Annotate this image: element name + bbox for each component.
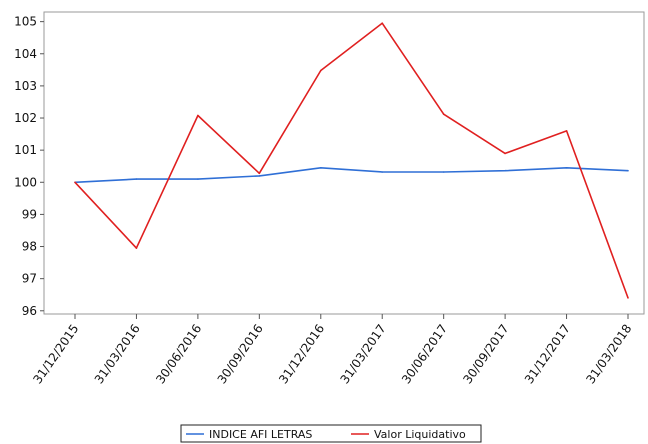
data-point (627, 169, 629, 172)
x-tick-label: 30/09/2016 (215, 322, 266, 387)
data-point (74, 181, 76, 184)
data-point (442, 171, 445, 173)
y-axis: 96 97 98 99 100 101 102 103 104 105 (14, 15, 44, 318)
data-point (197, 178, 199, 180)
x-tick-label: 30/09/2017 (460, 322, 511, 387)
plot-area (43, 11, 645, 315)
data-point (320, 167, 322, 169)
x-tick-label: 31/12/2016 (276, 322, 327, 387)
legend-box (180, 424, 482, 443)
data-point (565, 167, 568, 169)
legend: INDICE AFI LETRAS Valor Liquidativo (180, 424, 482, 443)
y-tick-label: 104 (14, 47, 37, 61)
y-tick-label: 97 (22, 272, 37, 286)
y-tick-label: 99 (22, 207, 37, 221)
data-point (381, 22, 384, 25)
series-line-0 (74, 167, 629, 184)
data-point (381, 171, 384, 173)
series-line-1 (74, 22, 629, 299)
data-point (135, 247, 138, 249)
data-point (258, 175, 261, 177)
y-tick-label: 101 (14, 143, 37, 157)
y-tick-label: 105 (14, 15, 37, 29)
x-tick-label: 31/03/2016 (92, 322, 143, 387)
x-tick-label: 31/12/2015 (30, 322, 81, 387)
x-tick-label: 31/12/2017 (522, 322, 573, 387)
legend-label-valor-liquidativo: Valor Liquidativo (374, 428, 466, 441)
data-point (504, 152, 506, 155)
x-axis: 31/12/2015 31/03/2016 30/06/2016 30/09/2016… (30, 314, 634, 386)
y-tick-label: 100 (14, 175, 37, 189)
data-point (197, 114, 199, 117)
data-point (258, 172, 261, 175)
series-lines (74, 22, 629, 299)
y-tick-label: 103 (14, 79, 37, 93)
x-tick-label: 31/03/2017 (338, 322, 389, 387)
data-point (320, 69, 322, 72)
data-point (442, 113, 445, 115)
y-tick-label: 96 (22, 304, 37, 318)
x-tick-label: 30/06/2016 (153, 322, 204, 387)
data-point (504, 169, 506, 172)
data-point (565, 130, 568, 132)
y-tick-label: 98 (22, 240, 37, 254)
data-point (135, 178, 138, 180)
x-tick-label: 31/03/2018 (583, 322, 634, 387)
x-tick-label: 30/06/2017 (399, 322, 450, 387)
data-point (627, 297, 629, 299)
legend-label-indice-afi-letras: INDICE AFI LETRAS (209, 428, 312, 441)
y-tick-label: 102 (14, 111, 37, 125)
